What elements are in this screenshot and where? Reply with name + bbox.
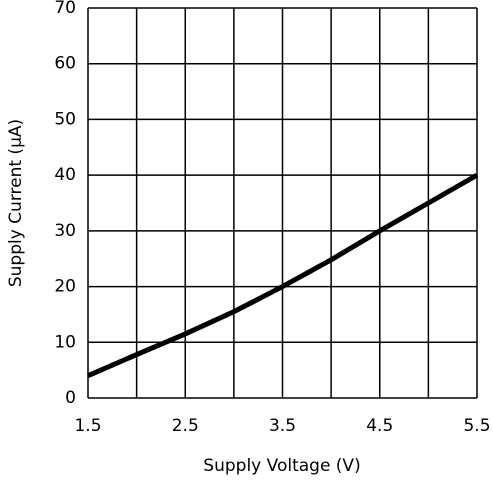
y-tick-label: 70 bbox=[54, 0, 76, 18]
y-tick-label: 40 bbox=[54, 165, 76, 185]
y-axis-label: Supply Current (μA) bbox=[6, 119, 26, 287]
x-tick-label: 3.5 bbox=[269, 416, 296, 436]
y-tick-label: 60 bbox=[54, 54, 76, 74]
y-tick-label: 20 bbox=[54, 277, 76, 297]
x-tick-label: 5.5 bbox=[463, 416, 490, 436]
x-tick-label: 1.5 bbox=[74, 416, 101, 436]
x-tick-label: 2.5 bbox=[172, 416, 199, 436]
y-tick-label: 0 bbox=[65, 388, 76, 408]
x-tick-label: 4.5 bbox=[366, 416, 393, 436]
y-tick-label: 30 bbox=[54, 221, 76, 241]
x-axis-label: Supply Voltage (V) bbox=[203, 456, 360, 476]
data-line bbox=[87, 172, 479, 379]
y-tick-label: 10 bbox=[54, 332, 76, 352]
y-tick-label: 50 bbox=[54, 109, 76, 129]
